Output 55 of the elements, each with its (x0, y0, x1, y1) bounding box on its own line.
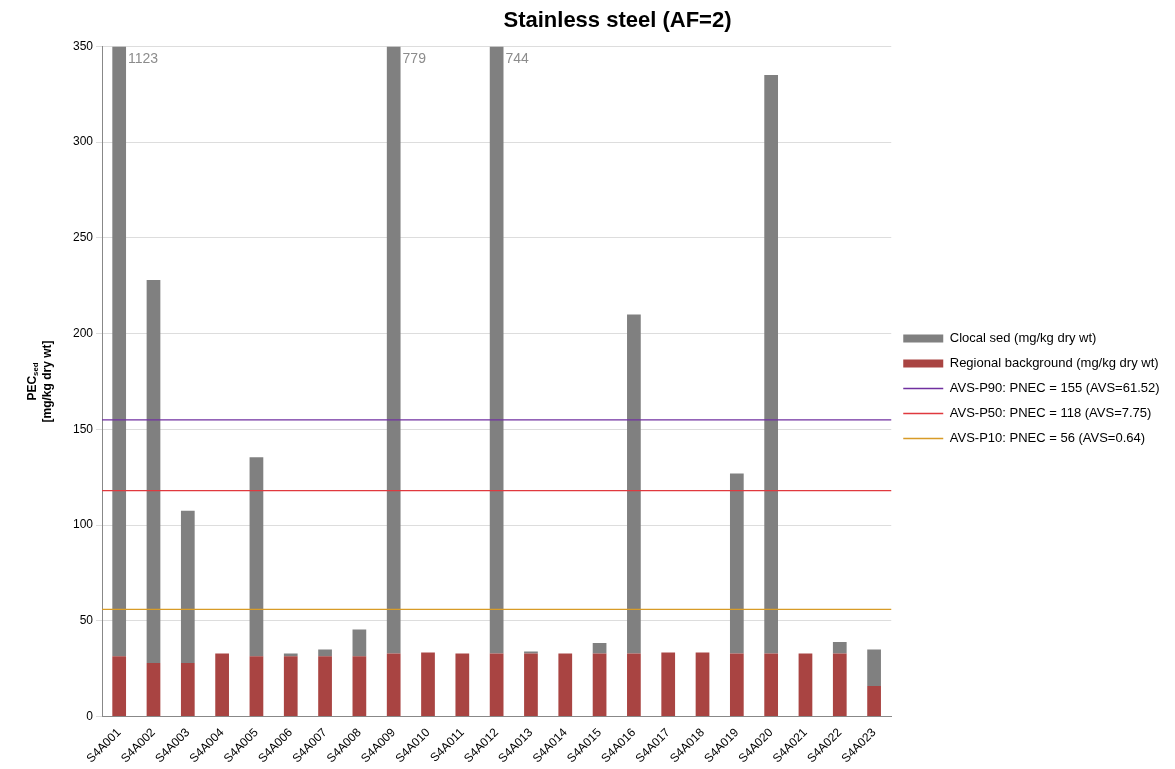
legend-label: AVS-P90: PNEC = 155 (AVS=61.52) (949, 380, 1160, 396)
y-tick-label: 300 (72, 134, 94, 149)
y-tick-label: 50 (79, 613, 94, 628)
bar (764, 75, 779, 654)
annotation: 1123 (128, 50, 159, 67)
legend-label: Regional background (mg/kg dry wt) (949, 355, 1159, 371)
bar (729, 653, 744, 717)
bar (798, 653, 813, 717)
legend-label: AVS-P10: PNEC = 56 (AVS=0.64) (949, 430, 1146, 446)
bar (729, 473, 744, 654)
annotation: 744 (505, 50, 530, 67)
chart-title: Stainless steel (AF=2) (503, 7, 732, 33)
legend-label: Clocal sed (mg/kg dry wt) (949, 330, 1097, 346)
bar (318, 656, 332, 717)
bar (661, 652, 676, 717)
bar (352, 629, 367, 657)
bar (627, 653, 641, 717)
y-tick-label: 200 (72, 325, 94, 340)
bar (592, 653, 607, 717)
bar (867, 649, 881, 686)
bar (489, 46, 504, 654)
legend-label: AVS-P50: PNEC = 118 (AVS=7.75) (949, 405, 1152, 421)
bar (146, 280, 161, 663)
bar (764, 653, 779, 717)
bar (386, 46, 401, 654)
bar (832, 653, 847, 717)
bar (180, 510, 195, 663)
bar (489, 653, 504, 717)
bar (627, 314, 641, 654)
y-tick-label: 0 (86, 708, 94, 723)
bar (249, 656, 264, 717)
bar (249, 457, 264, 657)
bar (592, 642, 607, 654)
bar (112, 656, 127, 717)
y-tick-label: 350 (72, 38, 94, 53)
y-tick-label: 250 (72, 230, 94, 245)
y-tick-label: 100 (72, 517, 94, 532)
bar (558, 653, 573, 717)
bar (283, 656, 298, 717)
bar (146, 663, 161, 717)
bar (695, 652, 710, 717)
bar (215, 653, 229, 717)
bar (832, 641, 847, 654)
bar (386, 653, 401, 717)
y-tick-label: 150 (72, 421, 94, 436)
bar (180, 663, 195, 717)
bar (283, 653, 298, 657)
bar (112, 46, 127, 657)
annotation: 779 (402, 50, 427, 67)
bar (455, 653, 470, 717)
bar (318, 649, 332, 657)
bar (524, 653, 538, 717)
bar (352, 656, 367, 717)
bar (421, 652, 435, 717)
bar (867, 685, 881, 717)
